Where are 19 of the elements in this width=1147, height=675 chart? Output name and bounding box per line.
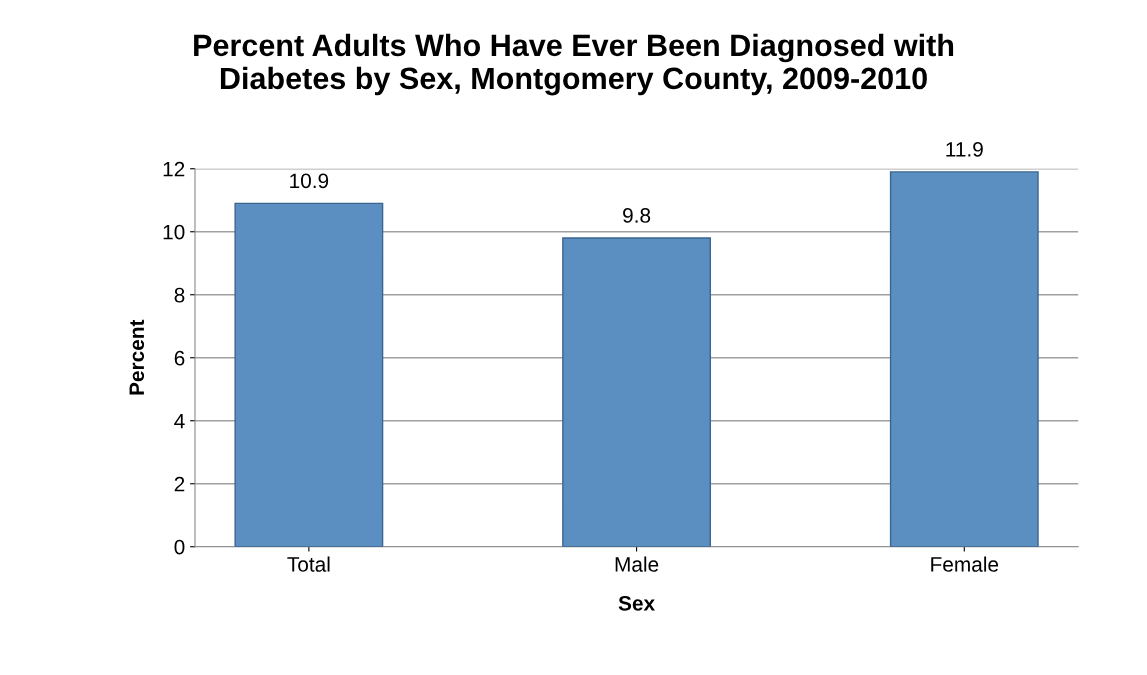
y-tick-label: 8 (174, 287, 185, 303)
data-label: 11.9 (946, 141, 983, 157)
x-tick-label: Male (615, 556, 659, 572)
y-axis-title: Percent (129, 319, 145, 395)
y-tick-label: 4 (174, 413, 185, 429)
data-label: 9.8 (623, 208, 651, 223)
chart-title: Percent Adults Who Have Ever Been Diagnosed with Diabetes by Sex, Montgomery County, 2009-2010 (194, 33, 954, 96)
x-tick-label: Total (287, 556, 330, 572)
y-tick-label: 2 (174, 476, 185, 492)
bar (562, 237, 712, 547)
y-tick-label: 0 (174, 539, 185, 555)
y-tick-label: 6 (174, 350, 185, 366)
data-label: 10.9 (290, 173, 329, 189)
bar (234, 202, 384, 547)
y-tick-label: 12 (163, 161, 185, 177)
y-tick-label: 10 (163, 224, 185, 240)
bar (889, 171, 1039, 547)
x-tick-label: Female (931, 556, 999, 572)
x-axis-title: Sex (618, 595, 655, 611)
